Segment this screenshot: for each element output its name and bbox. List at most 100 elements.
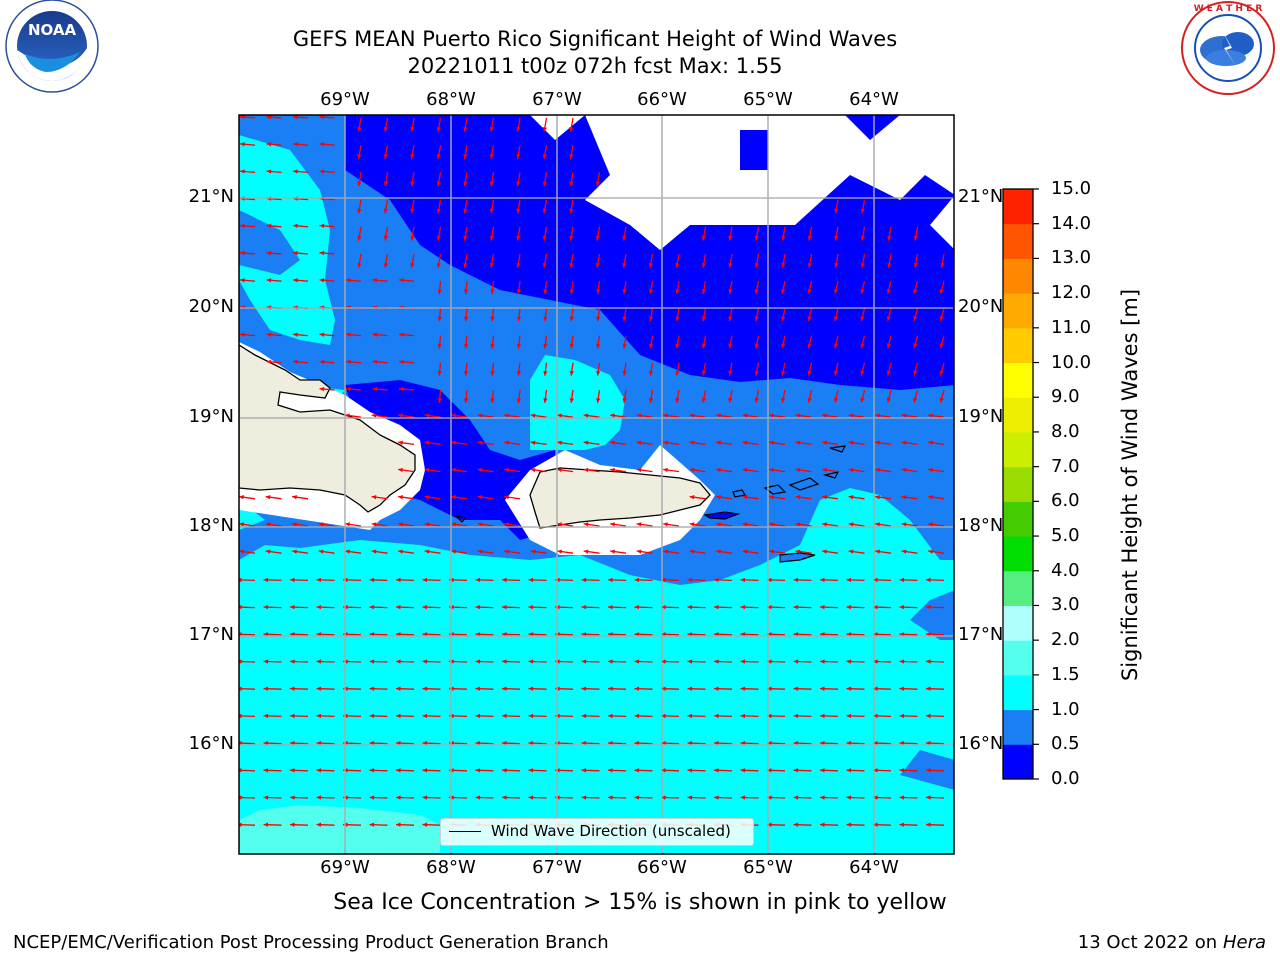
wind-wave-arrowhead [369, 713, 375, 719]
wind-wave-arrowhead [913, 316, 918, 321]
wind-wave-arrowhead [437, 371, 442, 376]
wind-wave-arrowhead [569, 208, 574, 214]
lon-label-top: 64°W [849, 89, 899, 110]
wind-wave-arrowhead [899, 795, 905, 800]
wind-wave-arrowhead [716, 522, 721, 527]
wind-wave-arrowhead [636, 467, 642, 473]
wind-wave-arrowhead [608, 577, 613, 583]
wind-wave-arrowhead [502, 795, 507, 800]
wind-wave-arrowhead [581, 713, 587, 719]
wind-wave-arrowhead [675, 370, 680, 376]
wind-wave-arrowhead [822, 495, 827, 500]
wind-wave-arrowhead [290, 768, 295, 773]
wind-wave-arrowhead [926, 659, 931, 664]
wind-wave-arrowhead [595, 262, 600, 268]
wind-wave-arrowhead [675, 397, 680, 403]
wind-wave-arrowhead [901, 440, 907, 445]
wind-wave-arrowhead [528, 768, 534, 773]
wind-wave-arrowhead [489, 154, 494, 159]
wind-wave-arrowhead [424, 467, 430, 473]
wind-wave-arrowhead [901, 549, 907, 554]
wind-wave-arrowhead [913, 288, 918, 294]
wind-wave-arrowhead [475, 577, 481, 583]
wind-wave-arrowhead [596, 289, 601, 295]
wind-wave-arrowhead [848, 522, 854, 527]
wind-wave-arrowhead [346, 332, 351, 337]
wind-wave-arrowhead [451, 413, 456, 418]
wind-wave-arrowhead [939, 343, 944, 349]
wind-wave-arrowhead [714, 795, 719, 800]
wind-wave-arrowhead [689, 440, 695, 445]
wind-wave-arrowhead [516, 343, 522, 349]
colorbar-swatch [1003, 223, 1033, 259]
wind-wave-arrowhead [939, 316, 944, 321]
nws-logo: W E A T H E R [1181, 1, 1275, 95]
wind-wave-arrowhead [687, 686, 693, 691]
wind-wave-arrowhead [436, 154, 441, 159]
wind-wave-arrowhead [833, 343, 839, 349]
wind-wave-arrowhead [319, 386, 325, 392]
wind-wave-arrowhead [689, 413, 695, 418]
wind-wave-arrowhead [437, 398, 442, 403]
wind-wave-arrowhead [767, 577, 772, 583]
wind-wave-arrowhead [675, 343, 680, 349]
wind-wave-arrowhead [899, 822, 905, 827]
wind-wave-arrowhead [740, 604, 746, 610]
colorbar-tick-label: 8.0 [1051, 420, 1080, 442]
colorbar-tick-label: 12.0 [1051, 282, 1092, 304]
lat-label-right: 19°N [958, 406, 1004, 427]
colorbar-tick-label: 10.0 [1051, 351, 1092, 373]
wind-wave-arrowhead [610, 440, 615, 445]
lon-label-top: 66°W [637, 89, 687, 110]
wind-wave-arrowhead [687, 604, 693, 610]
wind-wave-arrowhead [608, 604, 613, 610]
wind-wave-arrowhead [422, 768, 428, 773]
wind-wave-arrowhead [263, 713, 269, 719]
wind-wave-arrowhead [530, 467, 536, 473]
wind-wave-arrowhead [714, 713, 719, 719]
wind-wave-arrowhead [581, 604, 587, 610]
lon-label-bottom: 69°W [320, 857, 370, 878]
wind-wave-arrowhead [873, 577, 878, 583]
wind-wave-arrowhead [240, 169, 245, 174]
wind-wave-arrowhead [502, 686, 507, 691]
wind-wave-arrowhead [543, 370, 548, 376]
wind-wave-arrowhead [661, 659, 666, 664]
wind-wave-arrowhead [502, 577, 507, 583]
lon-label-top: 65°W [743, 89, 793, 110]
wind-wave-arrowhead [383, 208, 388, 214]
wind-wave-arrowhead [689, 522, 695, 527]
wind-wave-arrowhead [596, 398, 601, 403]
colorbar-swatch [1003, 258, 1033, 294]
wind-wave-arrowhead [502, 604, 507, 610]
wind-wave-arrowhead [489, 181, 494, 187]
wind-wave-arrowhead [848, 467, 854, 473]
wind-wave-arrowhead [928, 467, 933, 473]
wind-wave-arrowhead [396, 686, 401, 691]
lat-label-left: 21°N [188, 186, 234, 207]
wind-wave-arrowhead [516, 370, 522, 376]
wind-wave-arrowhead [728, 262, 733, 268]
wind-wave-arrowhead [822, 440, 827, 445]
colorbar-tick-label: 5.0 [1051, 525, 1080, 547]
wind-wave-arrowhead [754, 343, 759, 349]
wind-wave-arrowhead [475, 713, 481, 719]
wind-wave-arrowhead [833, 316, 839, 322]
colorbar-tick-label: 1.5 [1051, 663, 1080, 685]
wind-wave-arrowhead [820, 713, 825, 719]
wind-wave-arrowhead [371, 413, 377, 418]
wind-wave-arrowhead [833, 370, 839, 376]
wind-wave-arrowhead [622, 289, 627, 295]
wind-wave-arrowhead [622, 343, 627, 349]
wind-wave-arrowhead [728, 316, 733, 322]
wind-wave-arrowhead [634, 795, 640, 800]
wind-wave-arrowhead [293, 169, 298, 174]
wind-wave-arrowhead [424, 522, 430, 527]
wind-wave-arrowhead [820, 768, 825, 773]
wind-wave-arrowhead [793, 686, 799, 691]
wind-wave-arrowhead [848, 495, 854, 500]
wind-wave-arrowhead [581, 577, 587, 583]
lon-label-bottom: 68°W [426, 857, 476, 878]
wind-wave-arrowhead [557, 413, 562, 418]
wind-wave-arrowhead [396, 822, 401, 827]
